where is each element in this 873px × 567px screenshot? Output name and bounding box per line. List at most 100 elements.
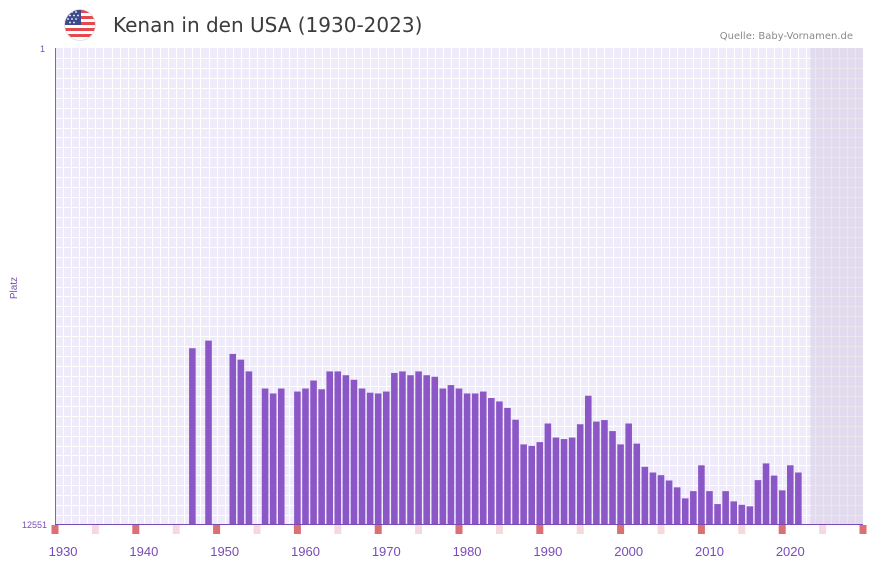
bar-1987 (520, 444, 527, 525)
bar-2001 (633, 443, 641, 525)
decade-marker (859, 525, 867, 534)
bar-1979 (455, 388, 463, 525)
bars (189, 340, 802, 525)
bar-1973 (407, 375, 414, 525)
bar-1952 (237, 359, 245, 525)
bar-1976 (431, 376, 439, 525)
decade-marker (455, 525, 463, 534)
chart-title: Kenan in den USA (1930-2023) (113, 13, 423, 37)
x-tick-label: 1970 (372, 544, 401, 559)
bar-1997 (601, 420, 608, 525)
bar-2007 (681, 498, 689, 525)
bar-1993 (568, 437, 576, 525)
bar-1991 (552, 437, 560, 525)
bar-2016 (754, 480, 762, 525)
bar-2005 (665, 480, 673, 525)
half-decade-marker (576, 525, 584, 534)
y-axis-label: Platz (9, 277, 20, 299)
bar-1966 (350, 379, 358, 525)
bar-2008 (690, 491, 697, 525)
bar-2014 (738, 504, 746, 525)
bar-1990 (544, 423, 552, 525)
half-decade-marker (819, 525, 827, 534)
bar-2000 (625, 423, 632, 525)
bar-1964 (334, 371, 342, 525)
bar-1978 (447, 385, 455, 525)
bar-1962 (318, 389, 325, 525)
bar-1961 (310, 380, 317, 525)
bar-1955 (261, 388, 269, 525)
bar-1970 (382, 391, 390, 525)
source-credit: Quelle: Baby-Vornamen.de (719, 31, 853, 42)
bar-2017 (762, 463, 770, 525)
future-shade (810, 48, 863, 525)
bar-1969 (374, 393, 382, 525)
half-decade-marker (657, 525, 665, 534)
bar-2003 (649, 472, 657, 525)
x-tick-label: 1940 (129, 544, 158, 559)
decade-marker (778, 525, 786, 534)
bar-1963 (326, 371, 334, 525)
y-tick-label-top: 1 (40, 44, 45, 54)
bar-2018 (770, 475, 778, 525)
bar-1965 (342, 375, 350, 525)
x-tick-label: 1990 (533, 544, 562, 559)
decade-marker (213, 525, 221, 534)
bar-1975 (423, 375, 430, 525)
half-decade-marker (738, 525, 746, 534)
bar-1977 (439, 388, 447, 525)
x-tick-label: 2000 (614, 544, 643, 559)
bar-1951 (229, 353, 237, 525)
bar-1999 (617, 444, 624, 525)
bar-1986 (512, 419, 519, 525)
bar-2012 (722, 491, 729, 525)
half-decade-marker (91, 525, 99, 534)
decade-marker (293, 525, 301, 534)
bar-1982 (479, 391, 487, 525)
bar-1998 (609, 431, 616, 525)
bar-2015 (746, 506, 754, 525)
bar-1992 (560, 439, 568, 525)
bar-2006 (673, 487, 681, 525)
bar-1948 (205, 340, 212, 525)
bar-1984 (496, 401, 503, 525)
x-tick-label: 1930 (49, 544, 78, 559)
decade-marker (536, 525, 544, 534)
bar-1956 (269, 393, 277, 525)
x-tick-label: 1950 (210, 544, 239, 559)
x-tick-label: 1960 (291, 544, 320, 559)
decade-marker (617, 525, 625, 534)
half-decade-marker (415, 525, 423, 534)
bar-1974 (415, 371, 422, 525)
decade-marker (374, 525, 382, 534)
bar-1988 (528, 445, 536, 525)
bar-1957 (277, 388, 285, 525)
bar-2010 (706, 491, 713, 525)
bar-1960 (302, 388, 309, 525)
bar-1980 (463, 393, 471, 525)
bar-1995 (584, 395, 592, 525)
half-decade-marker (172, 525, 180, 534)
bar-1967 (358, 388, 366, 525)
half-decade-marker (253, 525, 261, 534)
bar-2020 (786, 465, 794, 525)
bar-1959 (294, 391, 301, 525)
x-tick-label: 2020 (776, 544, 805, 559)
bar-1989 (536, 442, 544, 525)
bar-2021 (795, 472, 802, 525)
bar-1953 (245, 371, 253, 525)
x-tick-label: 2010 (695, 544, 724, 559)
decade-marker (132, 525, 140, 534)
decade-marker (697, 525, 705, 534)
x-ticks: 1930 1940 1950 1960 1970 1980 1990 2000 2010 2020 (49, 525, 867, 559)
half-decade-marker (334, 525, 342, 534)
bar-1981 (471, 393, 479, 525)
bar-2011 (714, 504, 721, 525)
bar-1971 (391, 372, 398, 525)
us-flag-icon (64, 9, 96, 41)
bar-1946 (189, 348, 196, 525)
decade-marker (51, 525, 59, 534)
half-decade-marker (495, 525, 503, 534)
bar-2019 (778, 490, 786, 525)
